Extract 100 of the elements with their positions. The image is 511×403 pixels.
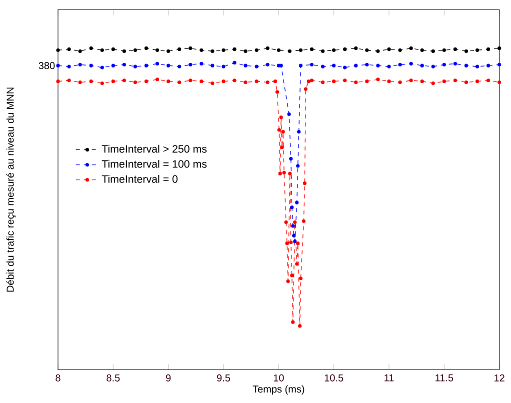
point [398, 48, 402, 52]
point [354, 46, 358, 50]
point [298, 64, 303, 68]
point [222, 64, 226, 68]
point [310, 62, 314, 66]
point [111, 47, 115, 51]
point [320, 49, 325, 53]
x-tick-label: 10 [274, 374, 284, 382]
point [210, 64, 214, 68]
point [78, 49, 82, 53]
point [244, 49, 248, 53]
point [133, 64, 138, 68]
legend-label: TimeInterval = 0 [102, 174, 178, 183]
point [464, 64, 468, 68]
point [293, 240, 297, 244]
y-axis-title: Débit du trafic reçu mesuré au niveau du MNN [6, 88, 16, 292]
point [387, 64, 391, 68]
point [320, 64, 325, 68]
point [498, 62, 502, 66]
point [56, 64, 60, 68]
point [291, 224, 295, 228]
point [178, 64, 182, 68]
point [431, 64, 435, 68]
point [232, 60, 236, 64]
point [398, 62, 402, 66]
point [332, 48, 336, 52]
point [287, 112, 291, 116]
point [89, 64, 93, 68]
point [409, 46, 413, 50]
point [486, 47, 490, 51]
point [292, 234, 296, 238]
point [343, 66, 347, 70]
x-tick-label: 8 [56, 374, 60, 382]
point [122, 62, 126, 66]
point [295, 200, 299, 204]
point [254, 48, 258, 52]
point [67, 47, 71, 51]
point [266, 62, 270, 66]
x-tick-label: 9.5 [217, 374, 230, 382]
legend-label: TimeInterval = 100 ms [102, 160, 207, 168]
point [166, 49, 170, 53]
point [420, 64, 424, 68]
point [210, 49, 214, 53]
point [133, 48, 138, 52]
point [178, 47, 182, 51]
point [453, 47, 457, 51]
point [332, 64, 336, 68]
point [486, 64, 490, 68]
point [431, 49, 435, 53]
point [144, 64, 148, 68]
point [289, 156, 293, 161]
point [200, 48, 204, 52]
point [100, 66, 104, 70]
point [200, 62, 204, 66]
point [254, 64, 258, 68]
point [475, 48, 480, 52]
point [266, 46, 270, 50]
x-tick-label: 10.5 [324, 374, 344, 382]
point [188, 62, 192, 66]
x-tick-label: 12 [494, 374, 504, 382]
point [453, 62, 457, 66]
point [100, 48, 104, 52]
point [56, 48, 60, 52]
point [296, 164, 300, 168]
point [376, 64, 380, 68]
point [288, 49, 292, 53]
point [365, 62, 369, 66]
point [166, 64, 170, 68]
point [298, 48, 303, 52]
point [78, 62, 82, 66]
annotation: 380 [38, 62, 55, 70]
point [297, 130, 301, 134]
point [442, 62, 446, 66]
x-tick-label: 11 [384, 374, 394, 382]
point [279, 64, 283, 68]
point [498, 46, 502, 50]
x-axis-title: Temps (ms) [252, 385, 304, 395]
x-tick-label: 8.5 [106, 374, 120, 382]
x-tick-label: 9 [166, 374, 171, 382]
point [188, 46, 192, 50]
point [343, 47, 347, 51]
legend-label: TimeInterval > 250 ms [102, 144, 207, 153]
point [387, 47, 391, 51]
point [365, 48, 369, 52]
point [111, 64, 115, 68]
point [67, 64, 71, 68]
point [290, 206, 294, 210]
point [464, 49, 468, 53]
point [442, 48, 446, 52]
point [475, 64, 480, 68]
point [122, 49, 126, 53]
point [222, 48, 226, 52]
point [420, 48, 424, 52]
point [156, 62, 160, 66]
point [156, 48, 160, 52]
point [144, 46, 148, 50]
point [244, 64, 248, 68]
point [310, 47, 314, 51]
point [409, 62, 413, 66]
point [89, 46, 93, 50]
